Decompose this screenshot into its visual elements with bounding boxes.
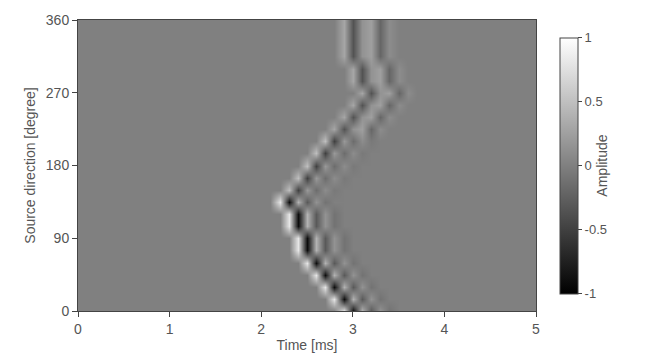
- svg-text:0: 0: [61, 303, 69, 319]
- svg-text:5: 5: [532, 321, 540, 337]
- svg-text:3: 3: [349, 321, 357, 337]
- svg-text:180: 180: [46, 157, 70, 173]
- svg-text:1: 1: [166, 321, 174, 337]
- svg-text:4: 4: [441, 321, 449, 337]
- svg-text:-0.5: -0.5: [585, 222, 607, 237]
- svg-text:90: 90: [54, 230, 70, 246]
- svg-text:360: 360: [46, 12, 70, 28]
- svg-text:Source direction [degree]: Source direction [degree]: [22, 87, 38, 243]
- svg-text:0.5: 0.5: [585, 94, 603, 109]
- svg-text:1: 1: [585, 30, 592, 45]
- svg-text:-1: -1: [585, 286, 597, 301]
- svg-text:2: 2: [257, 321, 265, 337]
- svg-text:270: 270: [46, 85, 70, 101]
- svg-text:0: 0: [585, 158, 592, 173]
- svg-text:0: 0: [74, 321, 82, 337]
- svg-text:Amplitude: Amplitude: [594, 134, 610, 196]
- svg-text:Time [ms]: Time [ms]: [277, 337, 338, 353]
